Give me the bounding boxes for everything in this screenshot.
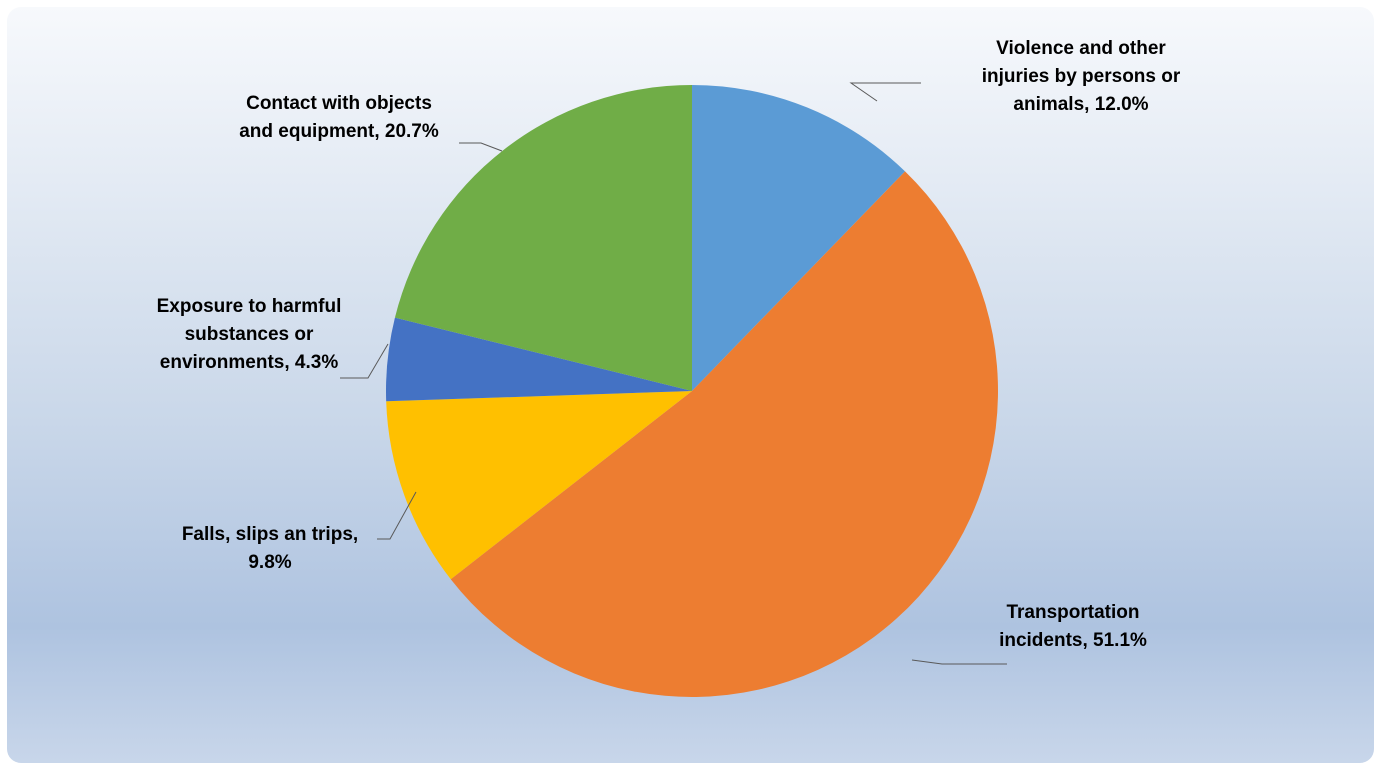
data-label-contact-with-objects-and-equipment: Contact with objects and equipment, 20.7% <box>239 93 439 142</box>
leader-line-exposure-to-harmful-substances-or-environments <box>340 343 389 379</box>
leader-line-transportation-incidents <box>911 659 1007 665</box>
data-label-transportation-incidents: Transportation incidents, 51.1% <box>999 602 1147 651</box>
chart-area: Violence and other injuries by persons or… <box>7 7 1374 763</box>
data-label-line: 9.8% <box>248 552 291 573</box>
pie-slice-transportation-incidents <box>450 171 999 697</box>
data-label-falls-slips-an-trips: Falls, slips an trips, 9.8% <box>182 524 358 573</box>
data-label-line: Exposure to harmful <box>157 296 342 317</box>
data-label-line: and equipment, 20.7% <box>239 121 439 142</box>
pie-slice-falls-slips-an-trips <box>386 391 692 580</box>
leader-line-falls-slips-an-trips <box>377 491 417 540</box>
pie-slice-contact-with-objects-and-equipment <box>394 85 692 391</box>
pie-slice-violence-and-other-injuries-by-persons-or-animals <box>692 85 906 391</box>
data-label-line: Violence and other <box>996 38 1166 59</box>
data-label-exposure-to-harmful-substances-or-environments: Exposure to harmful substances or environm… <box>157 296 342 373</box>
data-label-line: incidents, 51.1% <box>999 630 1147 651</box>
leader-line-violence-and-other-injuries-by-persons-or-animals <box>849 82 921 102</box>
data-label-violence-and-other-injuries-by-persons-or-animals: Violence and other injuries by persons or… <box>982 38 1181 115</box>
data-label-line: Contact with objects <box>246 93 432 114</box>
data-label-line: Transportation <box>1006 602 1139 623</box>
data-label-line: environments, 4.3% <box>160 352 339 373</box>
leader-line-contact-with-objects-and-equipment <box>459 142 503 152</box>
pie-slice-exposure-to-harmful-substances-or-environments <box>386 317 692 402</box>
data-label-line: animals, 12.0% <box>1013 94 1148 115</box>
data-label-line: substances or <box>185 324 314 345</box>
data-label-line: injuries by persons or <box>982 66 1181 87</box>
pie-chart: Violence and other injuries by persons or… <box>157 38 1181 697</box>
data-label-line: Falls, slips an trips, <box>182 524 358 545</box>
